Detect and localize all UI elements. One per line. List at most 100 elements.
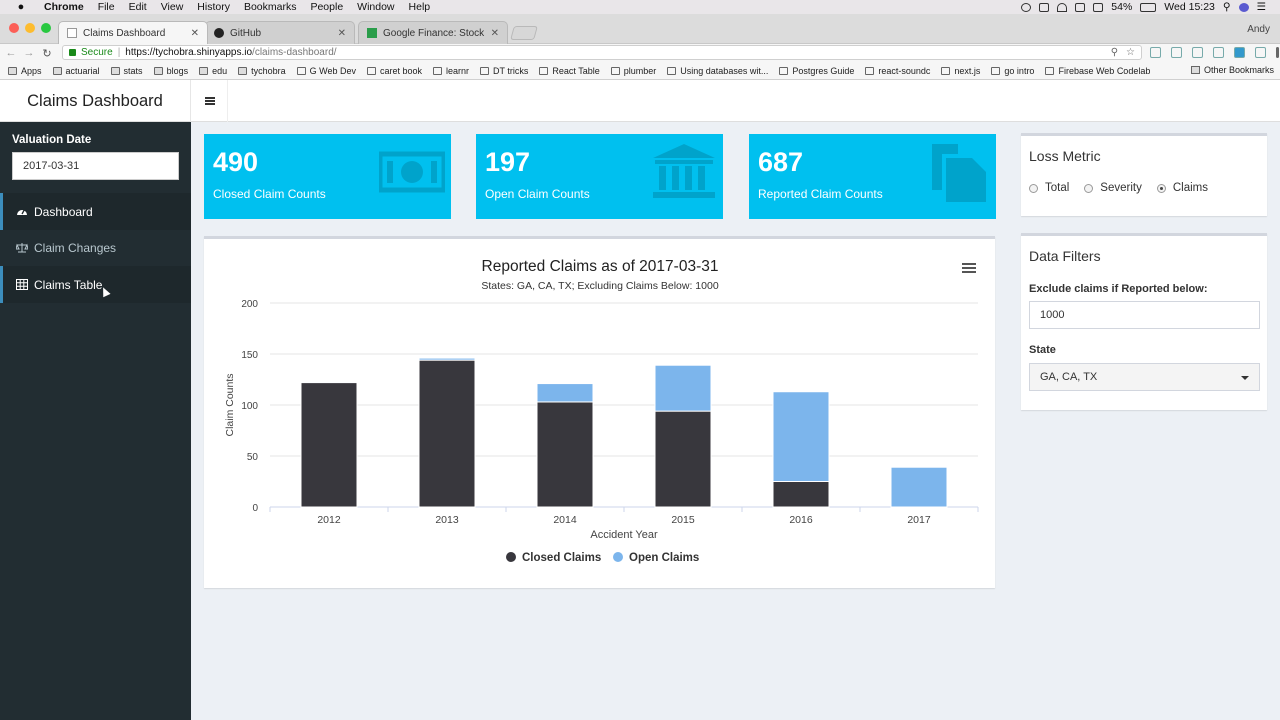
extension-icon[interactable] bbox=[1150, 47, 1161, 58]
bookmark-label: actuarial bbox=[65, 65, 100, 76]
url-host: https://tychobra.shinyapps.io bbox=[125, 47, 253, 58]
minimize-window-button[interactable] bbox=[25, 23, 35, 33]
back-icon[interactable]: ← bbox=[5, 47, 17, 59]
radio-severity-label[interactable]: Severity bbox=[1100, 182, 1142, 194]
folder-icon bbox=[238, 66, 248, 75]
siri-icon[interactable] bbox=[1238, 2, 1249, 12]
bookmark-item[interactable]: Firebase Web Codelab bbox=[1045, 66, 1150, 76]
menu-help[interactable]: Help bbox=[408, 1, 431, 13]
zoom-icon[interactable]: ⚲ bbox=[1110, 47, 1119, 58]
other-bookmarks-label: Other Bookmarks bbox=[1203, 65, 1274, 75]
notification-center-icon[interactable]: ☰ bbox=[1256, 1, 1266, 13]
sidebar-item-dashboard[interactable]: Dashboard bbox=[0, 193, 191, 230]
bar-open-2015 bbox=[654, 364, 712, 412]
tab-github[interactable]: GitHub ✕ bbox=[205, 21, 355, 44]
state-select[interactable]: GA, CA, TX bbox=[1029, 363, 1260, 391]
extension-icon[interactable] bbox=[1192, 47, 1203, 58]
chrome-menu-icon[interactable] bbox=[1276, 47, 1279, 58]
tab-strip: Claims Dashboard ✕ GitHub ✕ Google Finan… bbox=[0, 14, 1280, 44]
extension-icon[interactable] bbox=[1171, 47, 1182, 58]
forward-icon[interactable]: → bbox=[23, 47, 35, 59]
address-bar[interactable]: Secure | https://tychobra.shinyapps.io /… bbox=[62, 45, 1142, 60]
bookmark-label: caret book bbox=[380, 65, 423, 76]
bar-open-2014 bbox=[536, 383, 594, 403]
bookmark-item[interactable]: React Table bbox=[539, 66, 600, 76]
bookmark-item[interactable]: stats bbox=[110, 66, 143, 76]
spotlight-icon[interactable]: ⚲ bbox=[1222, 1, 1231, 13]
exclude-claims-input[interactable]: 1000 bbox=[1029, 301, 1260, 329]
airplay-icon[interactable] bbox=[1075, 2, 1086, 12]
close-tab-icon[interactable]: ✕ bbox=[190, 27, 199, 39]
bookmark-item[interactable]: DT tricks bbox=[480, 66, 528, 76]
extension-icon[interactable] bbox=[1213, 47, 1224, 58]
menu-history[interactable]: History bbox=[197, 1, 230, 13]
bookmark-item[interactable]: edu bbox=[199, 66, 227, 76]
menu-file[interactable]: File bbox=[97, 1, 115, 13]
bookmark-item[interactable]: react-soundc bbox=[865, 66, 930, 76]
menu-view[interactable]: View bbox=[160, 1, 184, 13]
app-logo[interactable]: Claims Dashboard bbox=[0, 80, 191, 122]
bookmark-item[interactable]: caret book bbox=[367, 66, 422, 76]
bookmark-item[interactable]: plumber bbox=[610, 66, 656, 76]
radio-total[interactable] bbox=[1029, 183, 1038, 193]
bookmark-item[interactable]: learnr bbox=[433, 66, 469, 76]
close-tab-icon[interactable]: ✕ bbox=[337, 27, 346, 39]
close-window-button[interactable] bbox=[9, 23, 19, 33]
bookmark-icon bbox=[367, 66, 376, 75]
bookmark-label: G Web Dev bbox=[309, 65, 356, 76]
bookmark-item[interactable]: go intro bbox=[991, 66, 1034, 76]
tab-title: GitHub bbox=[230, 27, 262, 39]
bar-open-2013 bbox=[418, 357, 476, 361]
bookmark-item[interactable]: Postgres Guide bbox=[779, 66, 854, 76]
folder-icon bbox=[153, 66, 163, 75]
record-icon[interactable] bbox=[1021, 2, 1032, 12]
reload-icon[interactable]: ↻ bbox=[42, 47, 52, 60]
radio-severity[interactable] bbox=[1084, 183, 1094, 193]
bookmark-label: DT tricks bbox=[493, 65, 529, 76]
other-bookmarks[interactable]: Other Bookmarks bbox=[1190, 65, 1274, 75]
bookmark-label: learnr bbox=[446, 65, 470, 76]
extension-icon[interactable] bbox=[1234, 47, 1245, 58]
bookmark-star-icon[interactable]: ☆ bbox=[1126, 47, 1135, 58]
bookmark-item[interactable]: Apps bbox=[8, 66, 42, 76]
valuation-date-input[interactable]: 2017-03-31 bbox=[12, 152, 179, 180]
radio-total-label[interactable]: Total bbox=[1045, 182, 1070, 194]
sidebar-toggle-button[interactable] bbox=[192, 80, 228, 122]
clock[interactable]: Wed 15:23 bbox=[1164, 1, 1215, 13]
bookmark-item[interactable]: blogs bbox=[153, 66, 188, 76]
radio-claims-label[interactable]: Claims bbox=[1172, 182, 1208, 194]
bookmark-icon bbox=[941, 66, 951, 75]
extension-icon[interactable] bbox=[1255, 47, 1266, 58]
tab-title: Google Finance: Stock market bbox=[383, 27, 487, 39]
bookmark-item[interactable]: tychobra bbox=[238, 66, 286, 76]
dropbox-icon[interactable] bbox=[1039, 2, 1050, 12]
chart-context-menu-button[interactable] bbox=[962, 263, 976, 273]
secure-label: Secure bbox=[81, 47, 113, 58]
radio-claims[interactable] bbox=[1156, 183, 1166, 193]
menu-people[interactable]: People bbox=[310, 1, 344, 13]
bookmark-icon bbox=[865, 66, 875, 75]
tab-google-finance[interactable]: Google Finance: Stock market ✕ bbox=[358, 21, 508, 44]
bookmark-item[interactable]: Using databases wit... bbox=[667, 66, 768, 76]
profile-name[interactable]: Andy bbox=[1247, 24, 1270, 35]
bookmark-item[interactable]: next.js bbox=[941, 66, 980, 76]
sidebar-item-claim-changes[interactable]: Claim Changes bbox=[0, 229, 191, 266]
bookmark-item[interactable]: actuarial bbox=[52, 65, 100, 76]
bookmark-item[interactable]: G Web Dev bbox=[296, 65, 356, 76]
battery-icon[interactable] bbox=[1140, 2, 1157, 12]
new-tab-button[interactable] bbox=[510, 26, 538, 40]
data-filters-box: Data Filters Exclude claims if Reported … bbox=[1021, 233, 1267, 410]
volume-icon[interactable] bbox=[1093, 2, 1104, 12]
wifi-icon[interactable] bbox=[1057, 2, 1068, 12]
menu-edit[interactable]: Edit bbox=[128, 1, 147, 13]
maximize-window-button[interactable] bbox=[41, 23, 51, 33]
apple-icon[interactable]: ● bbox=[17, 1, 25, 13]
close-tab-icon[interactable]: ✕ bbox=[490, 27, 499, 39]
value-box-number: 490 bbox=[213, 147, 259, 177]
sidebar-item-claims-table[interactable]: Claims Table bbox=[0, 266, 191, 303]
menu-bookmarks[interactable]: Bookmarks bbox=[243, 1, 297, 13]
tab-claims-dashboard[interactable]: Claims Dashboard ✕ bbox=[58, 21, 208, 44]
battery-percent[interactable]: 54% bbox=[1111, 1, 1133, 13]
menu-app-name[interactable]: Chrome bbox=[44, 1, 84, 13]
menu-window[interactable]: Window bbox=[357, 1, 395, 13]
